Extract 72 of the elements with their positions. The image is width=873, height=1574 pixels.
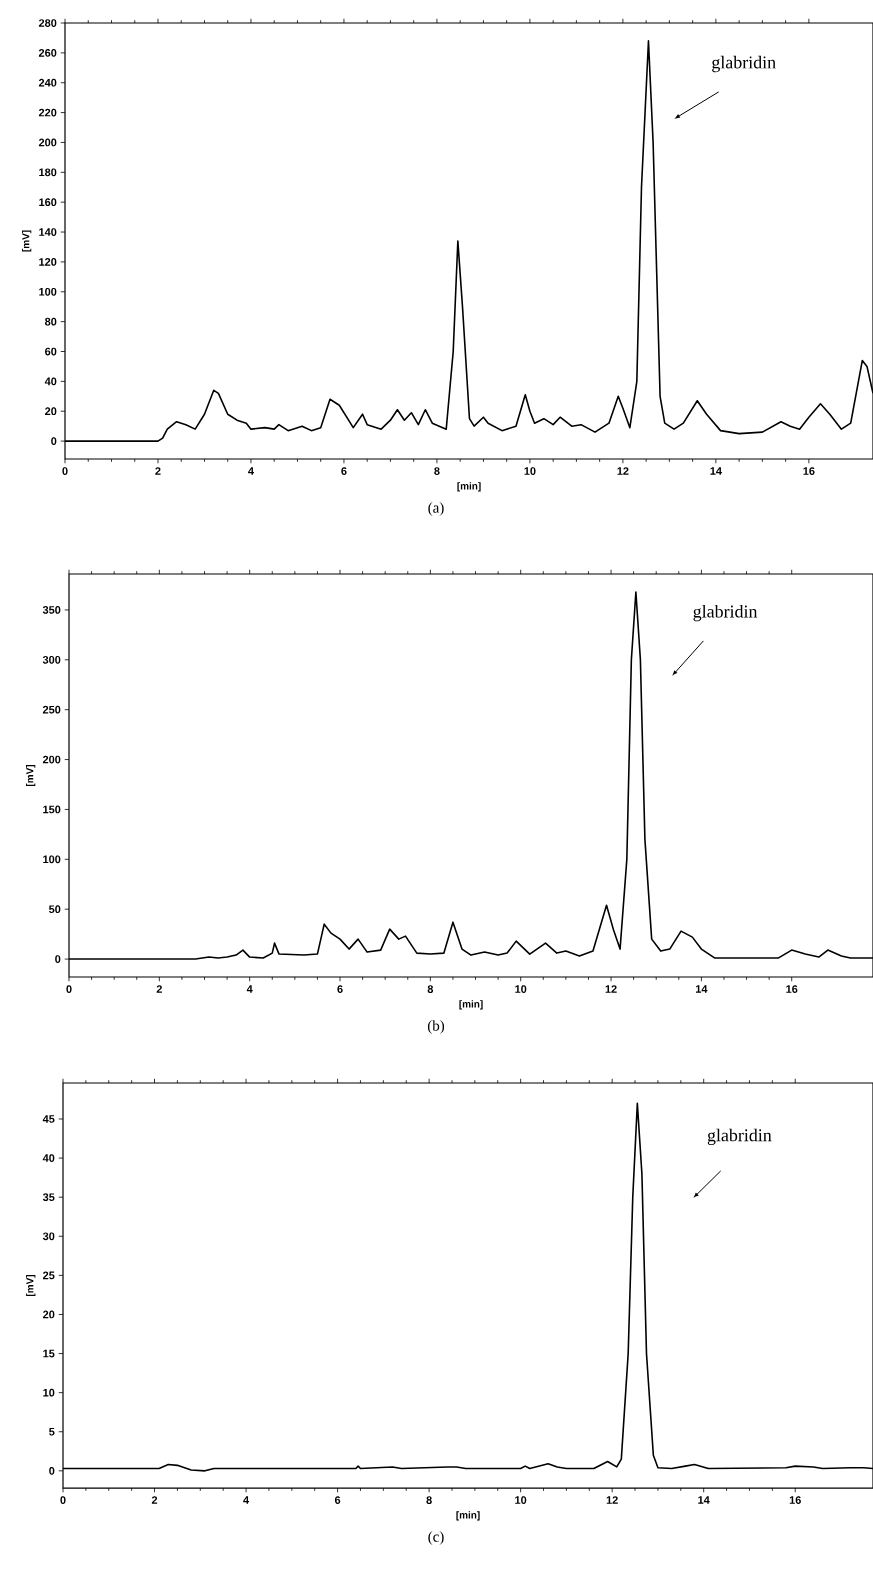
y-tick-label: 120	[39, 258, 57, 266]
text: (c)	[428, 1531, 444, 1545]
y-tick-label: 20	[43, 1310, 55, 1319]
annotation: glabridin	[707, 1128, 772, 1146]
x-axis-title: [min]	[456, 1511, 480, 1521]
y-axis-title: [mV]	[26, 1275, 36, 1297]
y-tick-label: 100	[43, 855, 61, 864]
y-tick-label: 250	[42, 705, 61, 714]
y-tick-label: 260	[38, 49, 57, 57]
y-tick-label: 200	[42, 755, 61, 764]
y-tick-label: 180	[39, 168, 57, 177]
x-tick-label: 6	[341, 467, 347, 475]
x-tick-label: 0	[60, 1496, 66, 1504]
y-axis-title: [mV]	[26, 765, 36, 787]
x-tick-label: 2	[151, 1496, 158, 1504]
y-tick-label: 280	[38, 19, 57, 27]
y-tick-label: 0	[55, 955, 61, 963]
x-tick-label: 2	[155, 467, 161, 475]
y-tick-label: 50	[48, 905, 61, 914]
x-tick-label: 4	[246, 985, 253, 993]
x-tick-label: 16	[803, 467, 815, 475]
x-tick-label: 10	[524, 467, 536, 475]
y-tick-label: 60	[45, 347, 57, 356]
y-tick-label: 350	[42, 606, 61, 614]
x-tick-label: 4	[248, 467, 254, 475]
x-tick-label: 10	[515, 1496, 527, 1504]
x-tick-label: 4	[243, 1496, 250, 1504]
y-tick-label: 140	[39, 228, 57, 236]
y-tick-label: 20	[45, 407, 57, 416]
x-tick-label: 8	[426, 1496, 432, 1504]
x-tick-label: 12	[605, 985, 617, 993]
y-tick-label: 240	[38, 78, 57, 87]
y-axis-title: [mV]	[22, 230, 32, 252]
x-tick-label: 0	[66, 985, 72, 993]
y-tick-label: 25	[43, 1271, 55, 1280]
x-tick-label: 14	[710, 467, 722, 475]
x-tick-label: 6	[334, 1496, 341, 1504]
y-tick-label: 160	[39, 198, 57, 207]
x-tick-label: 2	[156, 985, 162, 993]
x-tick-label: 6	[337, 985, 343, 993]
y-tick-label: 80	[44, 317, 57, 326]
y-tick-label: 200	[38, 138, 57, 147]
x-tick-label: 10	[515, 985, 527, 993]
annotation: glabridin	[693, 604, 758, 622]
y-tick-label: 220	[38, 108, 57, 117]
y-tick-label: 150	[43, 805, 61, 814]
y-tick-label: 0	[49, 1466, 55, 1475]
x-tick-label: 12	[606, 1496, 618, 1504]
y-tick-label: 300	[42, 655, 61, 664]
y-tick-label: 5	[49, 1427, 55, 1436]
y-tick-label: 15	[43, 1349, 55, 1358]
x-tick-label: 14	[698, 1496, 710, 1504]
annotation: glabridin	[712, 55, 776, 73]
text: (a)	[428, 502, 444, 516]
x-axis-title: [min]	[457, 482, 481, 492]
y-tick-label: 100	[39, 287, 57, 296]
x-tick-label: 14	[695, 985, 708, 993]
x-tick-label: 8	[427, 985, 434, 993]
y-tick-label: 35	[42, 1193, 55, 1202]
x-tick-label: 16	[786, 985, 798, 993]
y-tick-label: 45	[42, 1115, 55, 1123]
y-tick-label: 40	[44, 377, 57, 386]
y-tick-label: 40	[42, 1154, 55, 1162]
x-tick-label: 12	[617, 467, 629, 475]
x-tick-label: 0	[62, 467, 68, 475]
x-tick-label: 16	[789, 1496, 801, 1504]
x-axis-title: [min]	[459, 1000, 483, 1010]
y-tick-label: 30	[42, 1232, 55, 1241]
x-tick-label: 8	[434, 467, 440, 475]
y-tick-label: 10	[43, 1388, 55, 1397]
text: (b)	[427, 1020, 445, 1034]
y-tick-label: 0	[51, 437, 57, 445]
